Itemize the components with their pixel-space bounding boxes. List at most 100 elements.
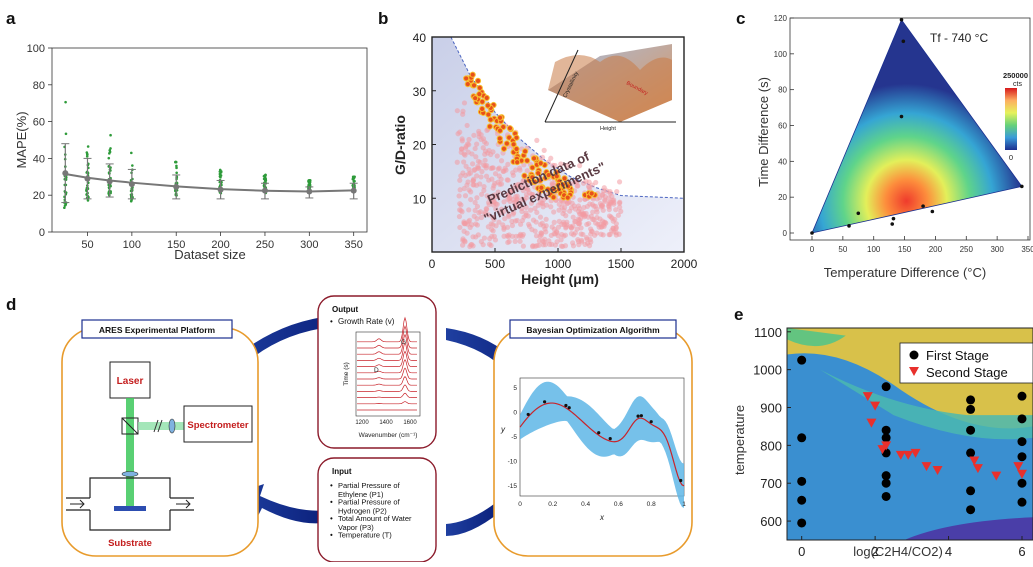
chart-b-virtual-point: [590, 209, 596, 215]
raman-tick-1200: 1200: [355, 420, 369, 426]
chart-c-point: [810, 231, 814, 235]
chart-b-virtual-point: [481, 187, 487, 194]
chart-e-first-stage-point: [881, 471, 891, 481]
chart-b-frontier-point: [553, 173, 560, 180]
output-bullet: •: [330, 317, 333, 326]
chart-b-virtual-point: [478, 174, 484, 180]
chart-e-first-stage-point: [966, 395, 976, 405]
chart-b-virtual-point: [462, 152, 468, 158]
chart-e-first-stage-point: [797, 518, 807, 528]
chart-b-frontier-point: [529, 164, 536, 171]
chart-b-virtual-point: [583, 178, 589, 185]
chart-b-virtual-point: [457, 224, 463, 231]
chart-b-virtual-point: [485, 150, 491, 156]
chart-b-ytick-label: 20: [413, 139, 427, 153]
chart-b-virtual-point: [577, 163, 583, 169]
raman-peak-d: D: [374, 367, 379, 374]
chart-b-virtual-point: [542, 236, 548, 242]
chart-b-virtual-point: [471, 132, 477, 138]
chart-b-virtual-point: [558, 161, 564, 167]
chart-b-frontier-point: [476, 84, 483, 91]
chart-b-virtual-point: [564, 162, 571, 168]
chart-e-second-stage-point: [1013, 462, 1024, 472]
chart-a-scatter-point: [85, 151, 89, 154]
laser-label: Laser: [117, 376, 144, 387]
input-bullet: •: [330, 481, 333, 490]
chart-e-xtick-label: 2: [872, 544, 879, 559]
raman-tick-1600: 1600: [403, 420, 417, 426]
chart-a-scatter-point: [129, 199, 133, 203]
chart-b-virtual-point: [617, 204, 623, 210]
chart-b-virtual-point: [506, 192, 512, 198]
chart-b-virtual-point: [498, 158, 505, 164]
chart-b-virtual-point: [509, 222, 516, 229]
raman-plot: [357, 316, 417, 411]
chart-c-point: [847, 224, 851, 228]
chart-b-virtual-point: [599, 202, 605, 208]
chart-b-virtual-point: [466, 217, 473, 223]
chart-a-xtick-label: 250: [256, 239, 274, 251]
chart-e-second-stage-point: [870, 401, 881, 411]
chart-e-ytick-label: 900: [760, 401, 782, 416]
chart-a-scatter-point: [64, 100, 67, 104]
chart-b-ytick-label: 10: [413, 192, 427, 206]
chart-e-legend-label-second: Second Stage: [926, 365, 1008, 380]
chart-c-point: [891, 216, 896, 221]
bo-xtick-label: 0: [518, 501, 522, 508]
chart-a-scatter-point: [63, 206, 66, 210]
bo-observation-point: [526, 412, 530, 417]
panel-a: a 0 20 40 60 80 100 50 100 150 200 250 300 350 Datas…: [6, 9, 368, 262]
bo-xtick-label: 0.2: [548, 501, 557, 508]
chart-e-second-stage-point: [991, 471, 1002, 481]
chart-b-virtual-point: [481, 235, 488, 241]
chart-b-xtick-label: 1500: [608, 257, 635, 271]
chart-b-virtual-point: [489, 165, 495, 171]
chart-b-virtual-point: [592, 203, 599, 209]
chart-b-virtual-point: [474, 216, 480, 222]
chart-b-virtual-point: [548, 204, 554, 210]
chart-b-frontier-point: [470, 82, 478, 89]
chart-b-virtual-point: [475, 163, 481, 170]
raman-xlabel: Wavenumber (cm⁻¹): [359, 432, 418, 439]
chart-b-frontier-point: [588, 190, 595, 197]
chart-e-xtick-label: 6: [1018, 544, 1025, 559]
raman-spectrum: [357, 367, 417, 380]
ares-title: ARES Experimental Platform: [99, 325, 216, 335]
chart-a-xtick-label: 300: [300, 239, 318, 251]
chart-e-xlabel: log(C2H4/CO2): [853, 544, 943, 559]
chart-b-virtual-point: [479, 191, 485, 197]
chart-b-virtual-point: [554, 239, 560, 245]
chart-b-virtual-point: [594, 214, 600, 221]
chart-b-virtual-point: [537, 214, 544, 220]
bo-observation-point: [564, 403, 568, 408]
chart-b-virtual-point: [606, 195, 612, 201]
chart-b-virtual-point: [468, 189, 474, 195]
chart-c-xtick-label: 0: [810, 245, 815, 254]
chart-b-virtual-point: [461, 100, 468, 106]
bo-ytick-label: -5: [511, 434, 517, 441]
chart-b-virtual-point: [494, 153, 500, 159]
chart-b-virtual-point: [486, 199, 492, 206]
chart-b-frontier-point: [503, 140, 510, 147]
chart-b-virtual-point: [550, 181, 556, 188]
chart-b-virtual-point: [598, 231, 604, 237]
chart-a-ytick-label: 40: [33, 153, 45, 165]
chart-b-virtual-point: [534, 137, 540, 143]
bo-title-box: [509, 319, 677, 339]
chart-b-virtual-point: [563, 225, 569, 231]
chart-b-virtual-point: [512, 218, 519, 224]
chart-a-scatter-point: [219, 176, 222, 179]
bo-ytick-label: 5: [513, 385, 517, 392]
bo-observation-point: [597, 431, 601, 435]
chart-b-virtual-point: [576, 211, 583, 217]
bo-observation-point: [608, 437, 612, 441]
raman-spectrum: [357, 350, 417, 367]
chart-c-ytick-label: 0: [783, 229, 788, 238]
raman-spectrum: [357, 358, 417, 374]
chart-b-virtual-point: [517, 238, 523, 244]
chart-b-virtual-point: [539, 200, 546, 207]
chart-b-frontier-point: [464, 81, 471, 88]
bo-observation-point: [636, 414, 640, 418]
chart-b-virtual-point: [495, 179, 501, 185]
input-item: Total Amount of Water Vapor (P3): [338, 514, 412, 532]
